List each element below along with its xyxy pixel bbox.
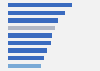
Bar [8,11,65,15]
Bar [8,64,40,68]
Bar [8,18,58,23]
Bar [8,48,47,53]
Bar [8,33,52,38]
Bar [8,3,72,7]
Bar [8,26,55,30]
Bar [8,56,44,60]
Bar [8,41,50,45]
